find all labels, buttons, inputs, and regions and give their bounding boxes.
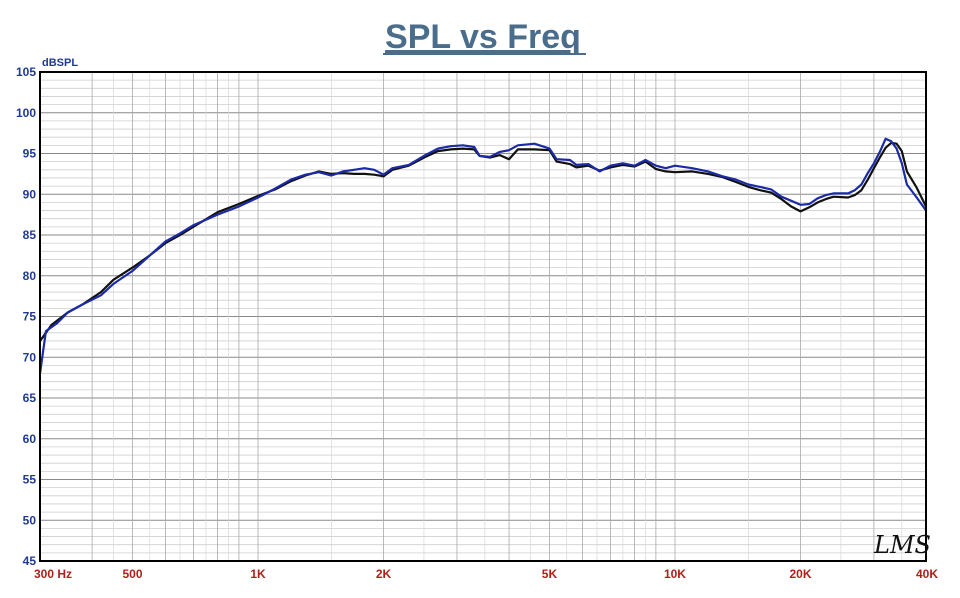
y-tick-label: 60 [23,432,37,446]
x-tick-labels: 300 Hz 500 1K 2K 5K 10K 20K 40K [34,567,938,581]
series-group [38,137,928,375]
lms-watermark: LMS [873,531,931,559]
series-line-2 [38,137,928,375]
chart-title: SPL vs Freq [385,18,581,56]
y-tick-label: 75 [23,310,37,324]
grid [40,72,926,561]
y-tick-label: 85 [23,228,37,242]
x-tick-label: 1K [250,567,266,581]
y-tick-label: 100 [16,106,36,120]
x-tick-label: 2K [376,567,392,581]
y-tick-label: 65 [23,391,37,405]
x-tick-label: 500 [122,567,142,581]
series-line-1 [38,141,928,343]
y-axis-unit-label: dBSPL [42,57,78,69]
y-tick-label: 105 [16,65,36,79]
y-tick-label: 45 [23,554,37,568]
x-tick-label: 10K [664,567,686,581]
x-tick-label: 300 Hz [34,567,72,581]
y-tick-label: 90 [23,187,37,201]
x-tick-label: 20K [789,567,811,581]
x-tick-label: 40K [916,567,938,581]
plot-frame [39,71,927,562]
x-tick-label: 5K [542,567,558,581]
y-tick-label: 95 [23,147,37,161]
y-tick-labels: 105 100 95 90 85 80 75 70 65 60 55 50 45 [16,65,36,568]
y-tick-label: 50 [23,513,37,527]
y-tick-label: 70 [23,350,37,364]
y-tick-label: 55 [23,473,37,487]
y-tick-label: 80 [23,269,37,283]
